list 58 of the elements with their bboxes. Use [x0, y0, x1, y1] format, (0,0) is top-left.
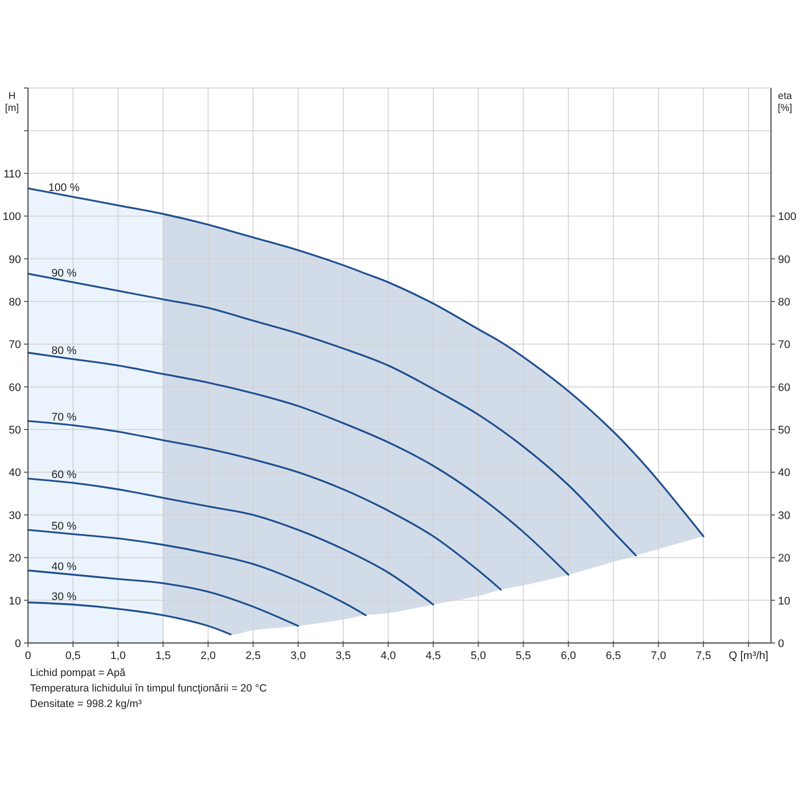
- y-axis-title: H [m]: [5, 91, 20, 114]
- x-tick-label: 0,5: [65, 650, 81, 662]
- y-tick-label: 40: [8, 467, 21, 480]
- x-tick-label: 2,5: [246, 650, 261, 662]
- y-tick-label: 50: [8, 424, 21, 437]
- line-series: [27, 478, 434, 606]
- y2-tick-label: 100: [778, 211, 796, 224]
- series-label: 30 %: [51, 591, 77, 604]
- y-tick-label: 20: [8, 552, 21, 565]
- y2-tick-label: 90: [778, 254, 790, 266]
- y-tick-label: 70: [8, 339, 21, 352]
- x-tick-label: 1,0: [110, 650, 126, 662]
- y2-tick-label: 10: [778, 595, 790, 608]
- series-label: 50 %: [51, 520, 77, 532]
- series-label: 70 %: [51, 411, 77, 424]
- series-label: 60 %: [51, 469, 77, 482]
- series-label: 100 %: [48, 182, 80, 194]
- y2-tick-label: 30: [778, 510, 790, 522]
- y-tick-label: 110: [3, 168, 21, 180]
- line-series: [27, 420, 502, 591]
- y-tick-label: 60: [8, 382, 21, 394]
- y2-tick-label: 80: [778, 296, 790, 308]
- y2-tick-label: 60: [778, 382, 790, 394]
- y-tick-label: 10: [8, 595, 21, 608]
- series-label: 90 %: [51, 268, 77, 280]
- x-tick-label: 3,0: [290, 650, 306, 662]
- x-tick-label: 3,5: [336, 650, 351, 662]
- text: Temperatura lichidului în timpul funcţionării = 20 °C: [30, 682, 268, 694]
- x-axis-title: Q [m³/h]: [728, 650, 768, 662]
- y2-tick-label: 20: [778, 552, 790, 565]
- x-tick-label: 7,0: [650, 650, 666, 662]
- y2-tick-label: 50: [778, 424, 790, 437]
- y-tick-label: 90: [8, 254, 21, 266]
- x-tick-label: 1,5: [155, 650, 171, 662]
- y-tick-label: 80: [8, 296, 21, 308]
- x-tick-label: 4,0: [380, 650, 396, 662]
- y-tick-label: 0: [14, 638, 21, 650]
- x-tick-label: 0: [24, 650, 32, 662]
- x-tick-label: 5,0: [470, 650, 486, 662]
- series-label: 40 %: [51, 560, 77, 573]
- line-series: [27, 602, 232, 636]
- text: Densitate = 998.2 kg/m³: [30, 698, 142, 710]
- x-tick-label: 4,5: [426, 650, 441, 662]
- x-tick-label: 2,0: [200, 650, 216, 662]
- x-tick-label: 7,5: [696, 650, 712, 662]
- y2-tick-label: 40: [778, 467, 790, 480]
- x-tick-label: 6,0: [560, 650, 576, 662]
- series-label: 80 %: [51, 344, 77, 357]
- x-tick-label: 5,5: [516, 650, 531, 662]
- line-series: [27, 570, 300, 627]
- x-tick-label: 6,5: [606, 650, 622, 662]
- y-tick-label: 100: [2, 211, 21, 224]
- y2-tick-label: 0: [778, 638, 784, 650]
- y2-tick-label: 70: [778, 339, 790, 352]
- text: Lichid pompat = Apă: [30, 667, 126, 679]
- y2-axis-title: eta [%]: [778, 91, 792, 114]
- line-series: [27, 528, 367, 616]
- y-tick-label: 30: [8, 510, 21, 522]
